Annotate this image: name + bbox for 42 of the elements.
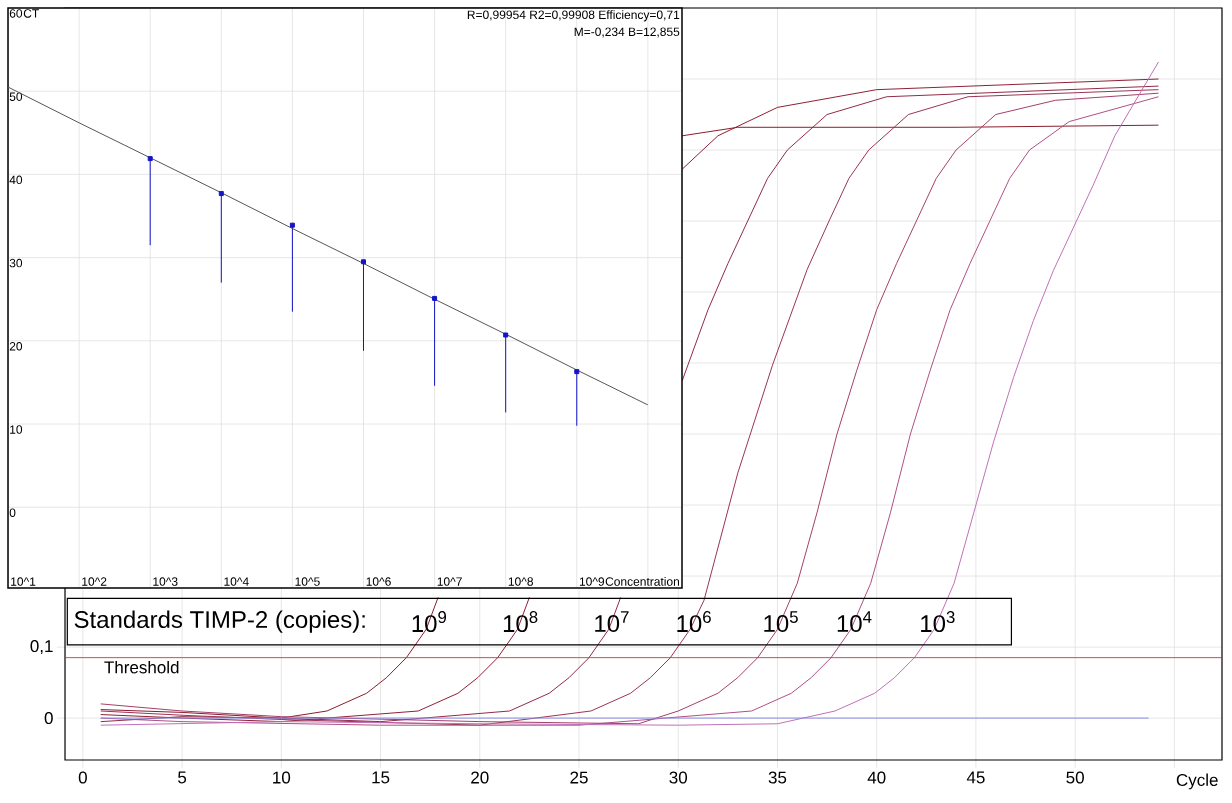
- x-tick-label: 35: [768, 771, 787, 784]
- x-tick-label: 10^2: [82, 577, 107, 586]
- series-label: 10$^{6}$: [677, 611, 711, 633]
- y-tick-label: 60: [9, 9, 23, 18]
- x-tick-label: 5: [178, 771, 187, 784]
- x-tick-label: 30: [669, 771, 688, 784]
- x-tick-label: 10^4: [224, 577, 249, 586]
- annotation: M=-0,234 B=12,855: [574, 27, 680, 38]
- x-tick-label: 45: [966, 771, 985, 784]
- x-tick-label: 10^5: [295, 577, 320, 586]
- series-label: 10$^{8}$: [503, 611, 538, 633]
- series-label: 10$^{4}$: [837, 611, 872, 633]
- x-axis-title: Cycle: [1176, 773, 1218, 790]
- ref-line-label: Threshold: [104, 660, 179, 674]
- y-tick-label: 30: [9, 258, 23, 268]
- series-label: 10$^{5}$: [764, 611, 798, 633]
- x-tick-label: 20: [471, 771, 489, 784]
- y-tick-label: 20: [9, 342, 23, 351]
- x-tick-label: 10^8: [508, 577, 533, 586]
- y-axis-title: CT: [23, 9, 39, 18]
- series-label: 10$^{3}$: [921, 611, 955, 633]
- x-axis-title: Concentration: [605, 576, 680, 586]
- x-tick-label: 10^3: [153, 577, 178, 586]
- y-tick-label: 40: [9, 175, 23, 185]
- annotation: R=0,99954 R2=0,99908 Efficiency=0,71: [467, 10, 680, 22]
- x-tick-label: 10^1: [11, 577, 36, 586]
- x-tick-label: 15: [372, 771, 390, 784]
- y-tick-label: 0: [9, 508, 16, 517]
- y-tick-label: 10: [10, 425, 23, 434]
- x-tick-label: 10^7: [437, 577, 462, 586]
- y-tick-label: 0,1: [30, 640, 53, 655]
- y-tick-label: 50: [9, 92, 23, 101]
- series-label: 10$^{9}$: [412, 611, 447, 633]
- x-tick-label: 40: [867, 771, 886, 784]
- x-tick-label: 25: [570, 771, 588, 784]
- series-label: 10$^{7}$: [595, 611, 629, 633]
- annotation: Standards TIMP-2 (copies):: [74, 610, 365, 633]
- x-tick-label: 10: [273, 771, 291, 784]
- x-tick-label: 0: [78, 771, 87, 784]
- x-tick-label: 50: [1066, 771, 1084, 784]
- x-tick-label: 10^6: [366, 577, 391, 586]
- x-tick-label: 10^9: [579, 577, 605, 586]
